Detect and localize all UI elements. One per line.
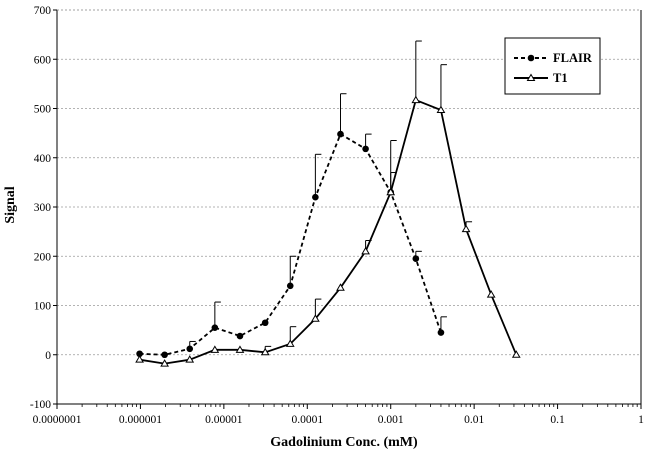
legend-t1-label: T1: [553, 71, 568, 85]
data-point: [235, 345, 245, 353]
data-point: [336, 283, 345, 291]
series-line: [139, 132, 442, 356]
data-point: [286, 282, 294, 290]
data-point: [461, 224, 471, 233]
x-tick-label: 0.001: [378, 414, 404, 426]
x-tick-label: 0.00001: [205, 414, 243, 426]
y-tick-label: 300: [34, 202, 52, 214]
y-tick-label: -100: [30, 399, 51, 411]
data-point: [386, 187, 396, 196]
axes: [53, 9, 642, 409]
data-point: [362, 145, 369, 153]
legend-flair-label: FLAIR: [553, 51, 593, 65]
data-point: [236, 332, 244, 340]
data-point: [210, 345, 220, 353]
series-t1: [135, 40, 521, 367]
series-line: [139, 98, 518, 365]
data-point: [260, 347, 270, 356]
data-point: [437, 329, 445, 336]
x-tick-label: 0.0001: [291, 414, 323, 426]
data-point: [337, 130, 344, 138]
data-point: [511, 350, 521, 358]
data-point: [412, 255, 420, 263]
data-point: [261, 319, 269, 327]
x-tick-label: 0.000001: [119, 414, 162, 426]
y-tick-label: 700: [34, 5, 52, 17]
y-axis-label: Signal: [3, 186, 18, 223]
data-point: [411, 95, 421, 104]
y-tick-label: 100: [34, 301, 52, 313]
data-point: [135, 355, 144, 363]
x-tick-label: 0.01: [464, 414, 484, 426]
data-point: [311, 314, 320, 322]
tick-labels: -100 0 100 200 300 400 500 600 700 0.0000001 0.000…: [30, 5, 644, 426]
data-point: [486, 290, 496, 298]
x-axis-label: Gadolinium Conc. (mM): [270, 435, 418, 450]
data-point: [285, 339, 295, 347]
data-point: [186, 345, 194, 353]
series-flair: [136, 93, 447, 359]
y-tick-label: 0: [45, 350, 51, 362]
data-point: [211, 324, 219, 331]
data-point: [312, 193, 319, 201]
series-group: [135, 40, 521, 367]
y-tick-label: 500: [34, 104, 52, 116]
x-tick-label: 1: [638, 414, 644, 426]
data-point: [161, 351, 168, 359]
x-tick-label: 0.1: [550, 414, 565, 426]
data-point: [361, 246, 370, 255]
legend-t1-marker: [526, 73, 536, 81]
legend-flair-marker: [527, 54, 535, 62]
data-point: [136, 350, 143, 358]
data-point: [436, 105, 446, 113]
y-tick-label: 400: [34, 153, 52, 165]
data-point: [160, 359, 169, 367]
legend-box: [504, 37, 601, 95]
y-tick-label: 600: [34, 54, 52, 66]
data-point: [185, 355, 195, 363]
y-tick-label: 200: [34, 251, 52, 263]
legend: FLAIR T1: [504, 37, 601, 95]
x-tick-label: 0.0000001: [33, 414, 82, 426]
